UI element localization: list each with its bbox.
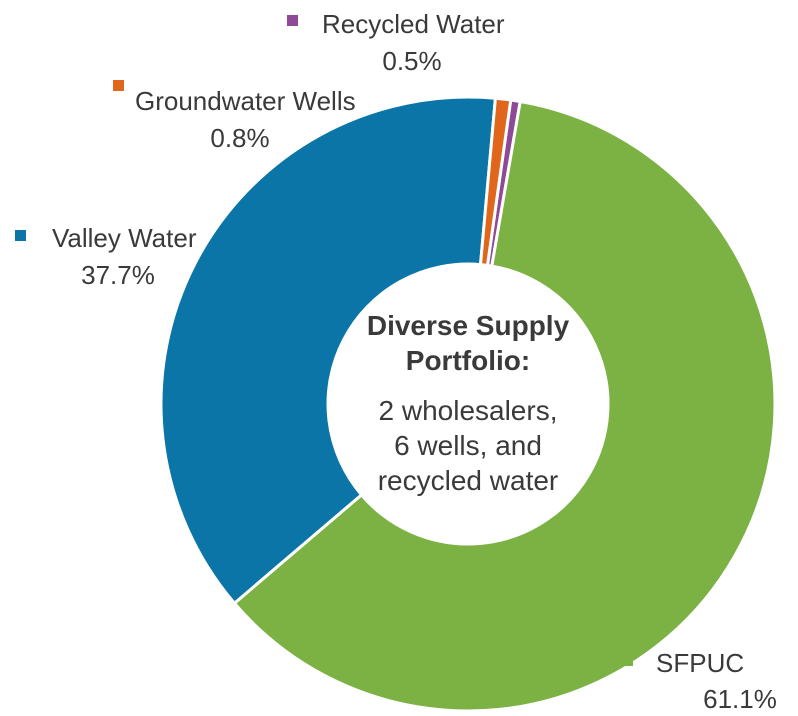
center-label: Diverse Supply Portfolio: 2 wholesalers,… — [367, 310, 570, 496]
legend-marker-valley-water — [15, 230, 26, 241]
label-recycled-water-value: 0.5% — [382, 46, 441, 76]
slice-groundwater-wells — [478, 96, 513, 268]
slice-sfpuc — [232, 99, 777, 713]
donut-slices — [159, 95, 777, 713]
label-groundwater-wells: Groundwater Wells 0.8% — [113, 80, 356, 153]
label-valley-water: Valley Water 37.7% — [15, 223, 197, 290]
legend-marker-groundwater-wells — [113, 80, 124, 91]
center-text-line-2: 6 wells, and — [394, 430, 542, 461]
legend-marker-recycled-water — [287, 15, 298, 26]
slice-valley-water — [159, 95, 498, 606]
label-sfpuc-value: 61.1% — [703, 684, 777, 714]
legend-marker-sfpuc — [622, 655, 633, 666]
label-recycled-water: Recycled Water 0.5% — [287, 9, 505, 76]
label-groundwater-wells-name: Groundwater Wells — [135, 86, 356, 116]
center-text-line-3: recycled water — [378, 465, 559, 496]
center-title-line-1: Diverse Supply — [367, 310, 570, 341]
label-valley-water-value: 37.7% — [81, 260, 155, 290]
center-title-line-2: Portfolio: — [406, 345, 530, 376]
label-recycled-water-name: Recycled Water — [322, 9, 505, 39]
label-valley-water-name: Valley Water — [52, 223, 197, 253]
label-sfpuc: SFPUC 61.1% — [622, 648, 777, 714]
center-text-line-1: 2 wholesalers, — [379, 395, 558, 426]
label-sfpuc-name: SFPUC — [656, 648, 744, 678]
label-groundwater-wells-value: 0.8% — [210, 123, 269, 153]
